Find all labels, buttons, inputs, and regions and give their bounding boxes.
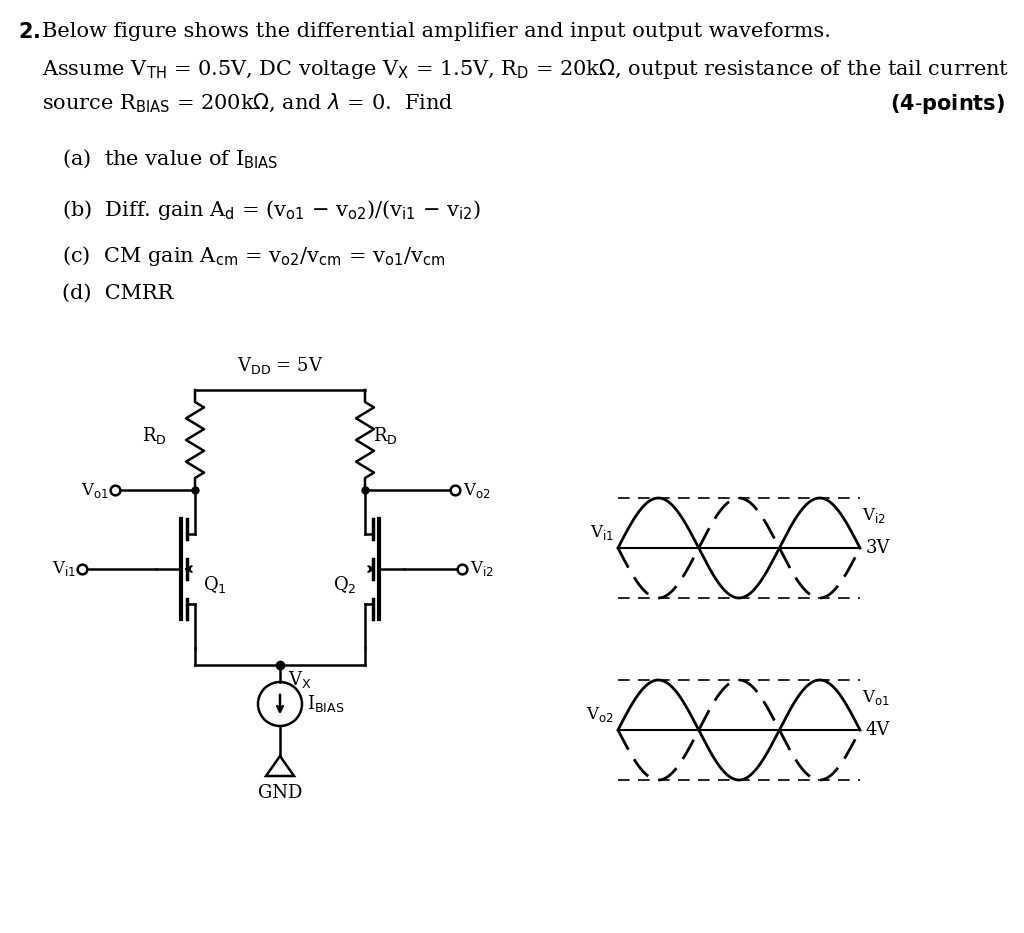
- Text: V$_{\rm X}$: V$_{\rm X}$: [288, 669, 311, 690]
- Text: (d)  CMRR: (d) CMRR: [62, 284, 173, 303]
- Text: V$_{\rm o2}$: V$_{\rm o2}$: [463, 480, 490, 499]
- Text: source R$_{\rm BIAS}$ = 200k$\Omega$, and $\lambda$ = 0.  Find: source R$_{\rm BIAS}$ = 200k$\Omega$, an…: [42, 92, 454, 115]
- Text: V$_{\rm i2}$: V$_{\rm i2}$: [862, 506, 886, 525]
- Text: V$_{\rm o1}$: V$_{\rm o1}$: [81, 480, 109, 499]
- Text: V$_{\rm DD}$ = 5V: V$_{\rm DD}$ = 5V: [237, 355, 324, 376]
- Text: I$_{\rm BIAS}$: I$_{\rm BIAS}$: [307, 693, 345, 715]
- Text: 3V: 3V: [866, 539, 891, 557]
- Text: (a)  the value of I$_{\rm BIAS}$: (a) the value of I$_{\rm BIAS}$: [62, 148, 279, 171]
- Text: V$_{\rm o2}$: V$_{\rm o2}$: [587, 705, 614, 725]
- Text: (c)  CM gain A$_{\rm cm}$ = v$_{\rm o2}$/v$_{\rm cm}$ = v$_{\rm o1}$/v$_{\rm cm}: (c) CM gain A$_{\rm cm}$ = v$_{\rm o2}$/…: [62, 244, 445, 268]
- Text: Below figure shows the differential amplifier and input output waveforms.: Below figure shows the differential ampl…: [42, 22, 831, 41]
- Polygon shape: [266, 756, 294, 776]
- Text: 4V: 4V: [866, 721, 891, 739]
- Text: $\mathbf{(4\text{-}points)}$: $\mathbf{(4\text{-}points)}$: [890, 92, 1005, 116]
- Text: Q$_1$: Q$_1$: [203, 574, 226, 595]
- Text: V$_{\rm i2}$: V$_{\rm i2}$: [470, 560, 494, 578]
- Text: V$_{\rm i1}$: V$_{\rm i1}$: [590, 523, 614, 542]
- Text: R$_{\rm D}$: R$_{\rm D}$: [142, 425, 167, 447]
- Text: $\mathbf{2.}$: $\mathbf{2.}$: [18, 22, 40, 42]
- Text: Assume V$_{\rm TH}$ = 0.5V, DC voltage V$_{\rm X}$ = 1.5V, R$_{\rm D}$ = 20k$\Om: Assume V$_{\rm TH}$ = 0.5V, DC voltage V…: [42, 57, 1010, 81]
- Text: V$_{\rm i1}$: V$_{\rm i1}$: [52, 560, 76, 578]
- Text: V$_{\rm o1}$: V$_{\rm o1}$: [862, 688, 890, 707]
- Text: Q$_2$: Q$_2$: [334, 574, 357, 595]
- Text: (b)  Diff. gain A$_{\rm d}$ = (v$_{\rm o1}$ $-$ v$_{\rm o2}$)/(v$_{\rm i1}$ $-$ : (b) Diff. gain A$_{\rm d}$ = (v$_{\rm o1…: [62, 198, 480, 222]
- Text: R$_{\rm D}$: R$_{\rm D}$: [373, 425, 397, 447]
- Text: GND: GND: [258, 784, 302, 802]
